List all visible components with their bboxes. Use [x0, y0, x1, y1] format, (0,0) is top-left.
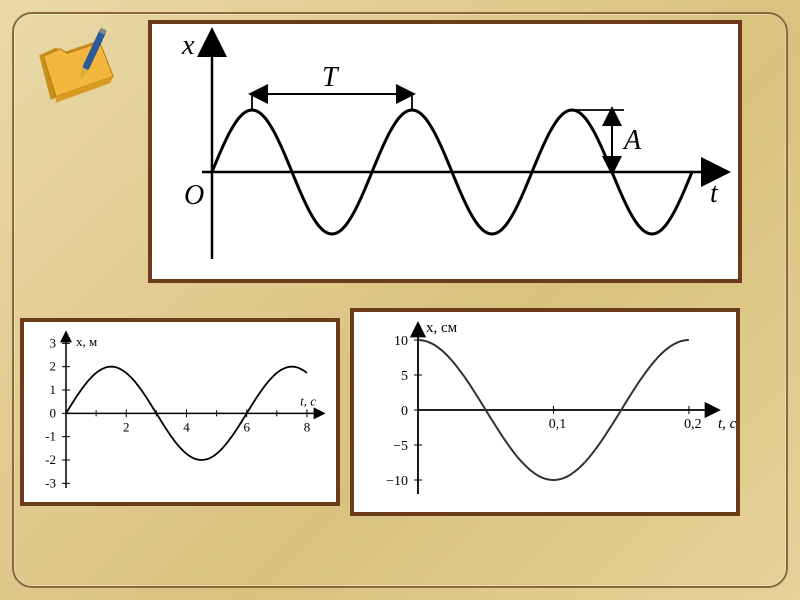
svg-text:8: 8 — [304, 419, 311, 434]
svg-text:-1: -1 — [45, 429, 56, 444]
svg-text:−10: −10 — [386, 474, 408, 489]
svg-text:-2: -2 — [45, 452, 56, 467]
top-chart: Ox t T A — [152, 24, 738, 279]
svg-text:t, с: t, с — [718, 416, 736, 432]
svg-text:T: T — [322, 62, 340, 93]
top-wave-panel: Ox t T A — [148, 20, 742, 283]
svg-text:3: 3 — [50, 335, 57, 350]
svg-text:2: 2 — [50, 359, 57, 374]
svg-text:O: O — [184, 180, 204, 211]
right-wave-panel: −10 −5 0 5 10 0,1 0,2 x, см t, с — [350, 308, 740, 516]
svg-text:10: 10 — [394, 334, 408, 349]
folder-pen-icon — [30, 20, 120, 110]
svg-text:0,2: 0,2 — [684, 417, 702, 432]
svg-text:0,1: 0,1 — [549, 417, 567, 432]
svg-text:0: 0 — [50, 405, 57, 420]
svg-text:x: x — [181, 30, 195, 61]
svg-text:x, м: x, м — [76, 334, 97, 349]
svg-text:2: 2 — [123, 419, 130, 434]
svg-text:t, с: t, с — [300, 393, 316, 408]
svg-text:x, см: x, см — [426, 320, 458, 336]
right-chart: −10 −5 0 5 10 0,1 0,2 x, см t, с — [354, 312, 736, 512]
svg-text:−5: −5 — [393, 439, 408, 454]
svg-text:t: t — [710, 178, 719, 209]
svg-text:0: 0 — [401, 404, 408, 419]
svg-text:4: 4 — [183, 419, 190, 434]
left-wave-panel: -3 -2 -1 0 1 2 3 2 4 6 8 x, м t, с — [20, 318, 340, 506]
svg-text:5: 5 — [401, 369, 408, 384]
svg-text:1: 1 — [50, 382, 57, 397]
svg-text:-3: -3 — [45, 475, 56, 490]
svg-text:A: A — [622, 125, 642, 156]
slide-background: Ox t T A -3 -2 -1 0 1 2 3 2 4 6 8 x, м t, с −10 −5 0 5 10 0,… — [0, 0, 800, 600]
svg-text:6: 6 — [243, 419, 250, 434]
left-chart: -3 -2 -1 0 1 2 3 2 4 6 8 x, м t, с — [24, 322, 336, 502]
